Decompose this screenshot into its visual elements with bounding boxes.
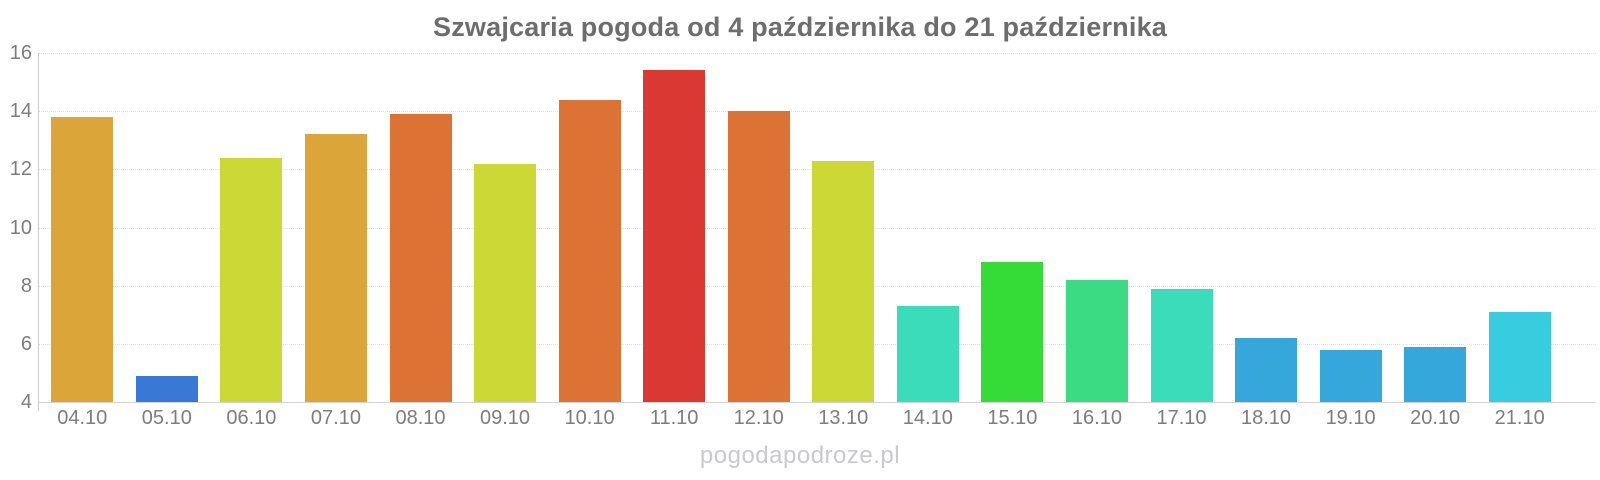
x-tick-label: 19.10 bbox=[1325, 407, 1376, 429]
x-tick-label: 16.10 bbox=[1071, 407, 1122, 429]
gridline bbox=[38, 53, 1596, 54]
bar[interactable] bbox=[135, 375, 198, 402]
bar[interactable] bbox=[558, 99, 621, 402]
bar[interactable] bbox=[896, 306, 959, 402]
x-tick-label: 08.10 bbox=[395, 407, 446, 429]
bar[interactable] bbox=[304, 134, 367, 402]
y-tick-label: 8 bbox=[20, 274, 32, 297]
x-tick-label: 21.10 bbox=[1494, 407, 1545, 429]
bar[interactable] bbox=[389, 114, 452, 402]
x-tick-label: 18.10 bbox=[1241, 407, 1292, 429]
y-axis-line bbox=[38, 53, 39, 411]
bar[interactable] bbox=[474, 163, 537, 402]
gridline bbox=[38, 111, 1596, 113]
x-tick-label: 14.10 bbox=[902, 407, 953, 429]
bar[interactable] bbox=[1488, 311, 1551, 402]
y-tick-label: 10 bbox=[9, 216, 32, 239]
bar[interactable] bbox=[812, 160, 875, 402]
x-tick-label: 10.10 bbox=[564, 407, 615, 429]
x-tick-label: 15.10 bbox=[987, 407, 1038, 429]
watermark: pogodapodroze.pl bbox=[699, 442, 901, 469]
y-tick-label: 14 bbox=[9, 100, 32, 123]
y-tick-label: 6 bbox=[20, 332, 32, 355]
x-tick-label: 12.10 bbox=[733, 407, 784, 429]
x-tick-label: 09.10 bbox=[480, 407, 531, 429]
bar[interactable] bbox=[727, 111, 790, 402]
bar[interactable] bbox=[1150, 288, 1213, 402]
y-tick-label: 4 bbox=[20, 391, 32, 413]
bar[interactable] bbox=[51, 116, 114, 402]
x-tick-label: 11.10 bbox=[649, 407, 699, 429]
bar[interactable] bbox=[1319, 349, 1382, 402]
bar[interactable] bbox=[220, 157, 283, 402]
bar[interactable] bbox=[981, 262, 1044, 402]
x-tick-label: 20.10 bbox=[1410, 407, 1461, 429]
chart-title: Szwajcaria pogoda od 4 października do 2… bbox=[433, 12, 1167, 42]
y-tick-label: 16 bbox=[9, 42, 32, 64]
bar[interactable] bbox=[1404, 346, 1467, 402]
x-tick-label: 04.10 bbox=[57, 407, 108, 429]
y-tick-label: 12 bbox=[9, 158, 32, 181]
x-tick-label: 06.10 bbox=[226, 407, 277, 429]
x-tick-label: 17.10 bbox=[1156, 407, 1207, 429]
bar[interactable] bbox=[643, 70, 706, 402]
bar[interactable] bbox=[1065, 279, 1128, 402]
x-tick-label: 07.10 bbox=[310, 407, 361, 429]
x-tick-label: 13.10 bbox=[818, 407, 869, 429]
x-tick-label: 05.10 bbox=[141, 407, 192, 429]
x-axis-line bbox=[38, 402, 1596, 403]
bar[interactable] bbox=[1235, 338, 1298, 402]
